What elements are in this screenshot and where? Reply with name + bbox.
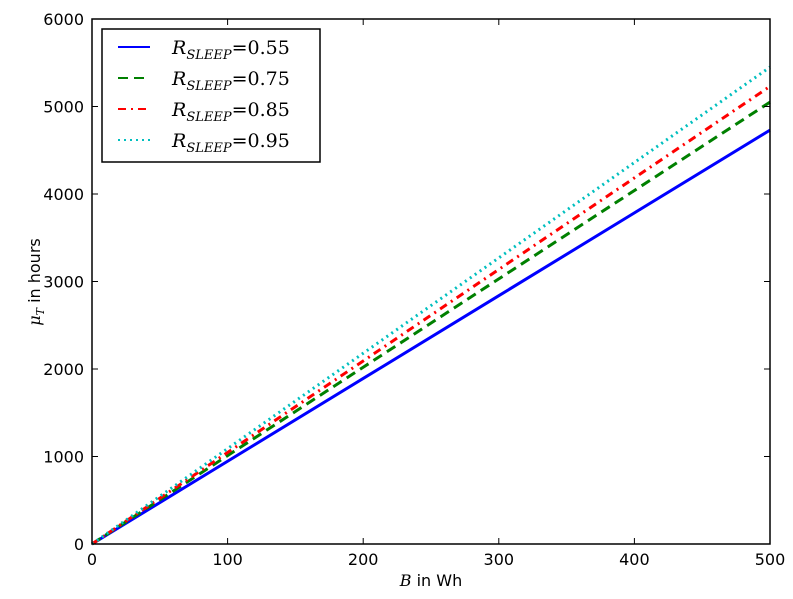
y-axis-label: μT in hours xyxy=(25,238,47,326)
legend: RSLEEP=0.55 RSLEEP=0.75 RSLEEP=0.85 RSLEEP=… xyxy=(101,28,321,163)
x-tick-label: 400 xyxy=(619,550,650,569)
series-line xyxy=(91,65,771,546)
axis-ticks: 0 100 200 300 400 500010002000300040005000600… xyxy=(43,10,785,569)
x-axis-label-rest: in Wh xyxy=(412,571,463,590)
y-tick-label: 0 xyxy=(74,535,84,554)
x-tick-label: 500 xyxy=(755,550,786,569)
legend-label: RSLEEP=0.95 xyxy=(171,130,290,156)
legend-label: RSLEEP=0.85 xyxy=(171,99,290,125)
y-tick-label: 5000 xyxy=(43,98,84,117)
y-tick-label: 2000 xyxy=(43,360,84,379)
series-line xyxy=(91,100,771,546)
y-tick-label: 1000 xyxy=(43,448,84,467)
y-axis-label-math: μ xyxy=(25,315,44,325)
y-axis-label-rest: in hours xyxy=(25,238,44,308)
x-tick-label: 100 xyxy=(212,550,243,569)
legend-box xyxy=(101,28,321,163)
y-tick-label: 3000 xyxy=(43,273,84,292)
y-tick-label: 4000 xyxy=(43,185,84,204)
x-tick-label: 300 xyxy=(484,550,515,569)
x-tick-label: 0 xyxy=(87,550,97,569)
series-lines xyxy=(91,65,771,546)
series-line xyxy=(91,85,771,546)
legend-label: RSLEEP=0.55 xyxy=(171,37,290,63)
x-tick-label: 200 xyxy=(348,550,379,569)
x-axis-label: B in Wh xyxy=(399,571,462,590)
y-tick-label: 6000 xyxy=(43,10,84,29)
x-axis-label-math: B xyxy=(399,571,412,590)
legend-label: RSLEEP=0.75 xyxy=(171,68,290,94)
series-line xyxy=(91,128,771,546)
y-axis-label-sub: T xyxy=(34,306,47,315)
